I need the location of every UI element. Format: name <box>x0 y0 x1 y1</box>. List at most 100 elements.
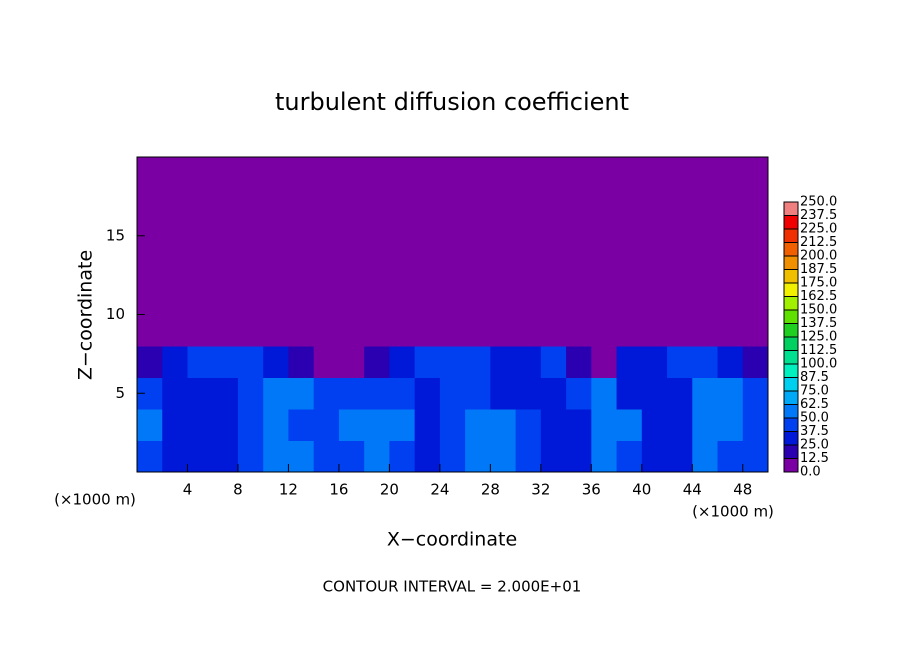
field-cell <box>439 377 466 410</box>
colorbar-label: 125.0 <box>800 330 837 345</box>
field-cell <box>237 409 264 441</box>
field-cell <box>692 440 719 473</box>
field-cell <box>717 440 744 473</box>
colorbar-swatch <box>784 418 798 432</box>
field-cell <box>187 377 214 410</box>
colorbar-label: 62.5 <box>800 397 829 412</box>
field-cell <box>338 314 365 347</box>
field-cell <box>641 346 668 378</box>
field-cell <box>667 314 693 347</box>
colorbar-swatch <box>784 242 798 256</box>
field-cell <box>515 409 542 441</box>
field-cell <box>742 314 769 347</box>
field-cell <box>338 440 365 473</box>
field-cell <box>414 314 441 347</box>
field-cell <box>667 409 693 441</box>
field-cell <box>641 314 668 347</box>
field-cell <box>439 409 466 441</box>
field-cell <box>540 440 567 473</box>
colorbar-label: 250.0 <box>800 195 837 210</box>
y-unit: (×1000 m) <box>54 491 136 509</box>
field-cell <box>263 440 289 473</box>
field-cell <box>313 346 340 378</box>
field-cell <box>212 377 239 410</box>
field-cell <box>364 440 390 473</box>
field-cell <box>389 409 416 441</box>
field-cell <box>465 314 491 347</box>
field-cell <box>692 346 719 378</box>
field-cell <box>288 346 315 378</box>
field-cell <box>515 346 542 378</box>
colorbar-label: 0.0 <box>800 465 821 480</box>
colorbar-swatch <box>784 310 798 324</box>
field-cell <box>667 440 693 473</box>
field-cell <box>692 314 719 347</box>
field-cell <box>313 314 340 347</box>
field-cell <box>389 314 416 347</box>
field-cell <box>490 409 517 441</box>
field-cell <box>439 440 466 473</box>
field-cell <box>237 440 264 473</box>
x-tick-label: 48 <box>733 481 752 499</box>
field-cell <box>237 346 264 378</box>
field-cell <box>591 409 618 441</box>
field-cell <box>288 377 315 410</box>
field-cell <box>465 409 491 441</box>
field-cell <box>566 409 592 441</box>
colorbar-swatch <box>784 283 798 297</box>
field-cell <box>439 314 466 347</box>
field-cell <box>263 314 289 347</box>
field-cell <box>263 377 289 410</box>
field-cell <box>313 377 340 410</box>
colorbar-label: 212.5 <box>800 235 837 250</box>
field-cell <box>515 440 542 473</box>
colorbar-swatch <box>784 269 798 283</box>
colorbar-label: 75.0 <box>800 384 829 399</box>
colorbar-swatch <box>784 391 798 405</box>
field-cell <box>162 346 188 378</box>
field-cell <box>667 346 693 378</box>
colorbar-swatch <box>784 350 798 364</box>
field-cell <box>288 440 315 473</box>
colorbar-swatch <box>784 296 798 310</box>
y-tick-label: 15 <box>106 226 125 244</box>
field-cell <box>389 377 416 410</box>
field-cell <box>616 409 643 441</box>
field-cell <box>490 440 517 473</box>
field-cell <box>414 346 441 378</box>
field-cell <box>338 346 365 378</box>
field-cell <box>540 377 567 410</box>
colorbar-label: 150.0 <box>800 303 837 318</box>
colorbar-label: 37.5 <box>800 424 829 439</box>
field-cell <box>212 440 239 473</box>
field-cell <box>667 377 693 410</box>
field-cell <box>162 314 188 347</box>
colorbar-label: 237.5 <box>800 208 837 223</box>
field-cell <box>364 409 390 441</box>
field-cell <box>717 409 744 441</box>
field-cell <box>490 377 517 410</box>
field-cell <box>591 377 618 410</box>
field-cell <box>717 346 744 378</box>
colorbar-label: 12.5 <box>800 451 829 466</box>
field-cell <box>591 440 618 473</box>
field-cell <box>263 346 289 378</box>
field-cell <box>212 409 239 441</box>
field-cell <box>717 377 744 410</box>
contour-note: CONTOUR INTERVAL = 2.000E+01 <box>323 578 582 596</box>
field-cell <box>742 377 769 410</box>
x-axis-label: X−coordinate <box>387 529 517 551</box>
field-cell <box>137 440 163 473</box>
field-cell <box>616 346 643 378</box>
field-cell <box>465 440 491 473</box>
field-cell <box>742 440 769 473</box>
field-cell <box>237 377 264 410</box>
field-cell <box>137 346 163 378</box>
field-cell <box>439 346 466 378</box>
field-cell <box>288 314 315 347</box>
field-cell <box>187 440 214 473</box>
y-tick-label: 10 <box>106 305 125 323</box>
colorbar-swatch <box>784 377 798 391</box>
field-cell <box>566 377 592 410</box>
